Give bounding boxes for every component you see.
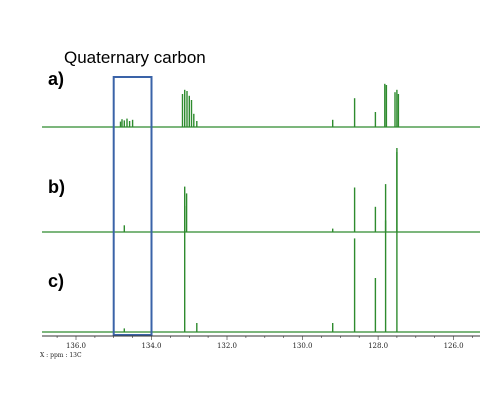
spectrum-panel bbox=[42, 152, 480, 333]
x-tick-label: 132.0 bbox=[217, 342, 237, 350]
x-tick-label: 126.0 bbox=[444, 342, 464, 350]
panel-label: b) bbox=[48, 177, 65, 197]
quaternary-carbon-highlight-box bbox=[112, 76, 153, 336]
panel-label: c) bbox=[48, 271, 64, 291]
x-tick-label: 134.0 bbox=[141, 342, 161, 350]
panel-label: a) bbox=[48, 69, 64, 89]
x-axis-label: X : ppm : 13C bbox=[40, 352, 82, 359]
x-tick-label: 130.0 bbox=[292, 342, 312, 350]
quaternary-carbon-annotation: Quaternary carbon bbox=[64, 48, 206, 67]
spectrum-panel bbox=[42, 148, 480, 233]
x-tick-label: 128.0 bbox=[368, 342, 388, 350]
panel-labels: a) b) c) bbox=[48, 69, 65, 291]
x-tick-label: 136.0 bbox=[66, 342, 86, 350]
x-axis: 136.0 134.0 132.0 130.0 128.0 126.0 bbox=[42, 335, 480, 350]
spectrum-panel bbox=[42, 83, 480, 128]
spectra-group bbox=[42, 83, 480, 333]
